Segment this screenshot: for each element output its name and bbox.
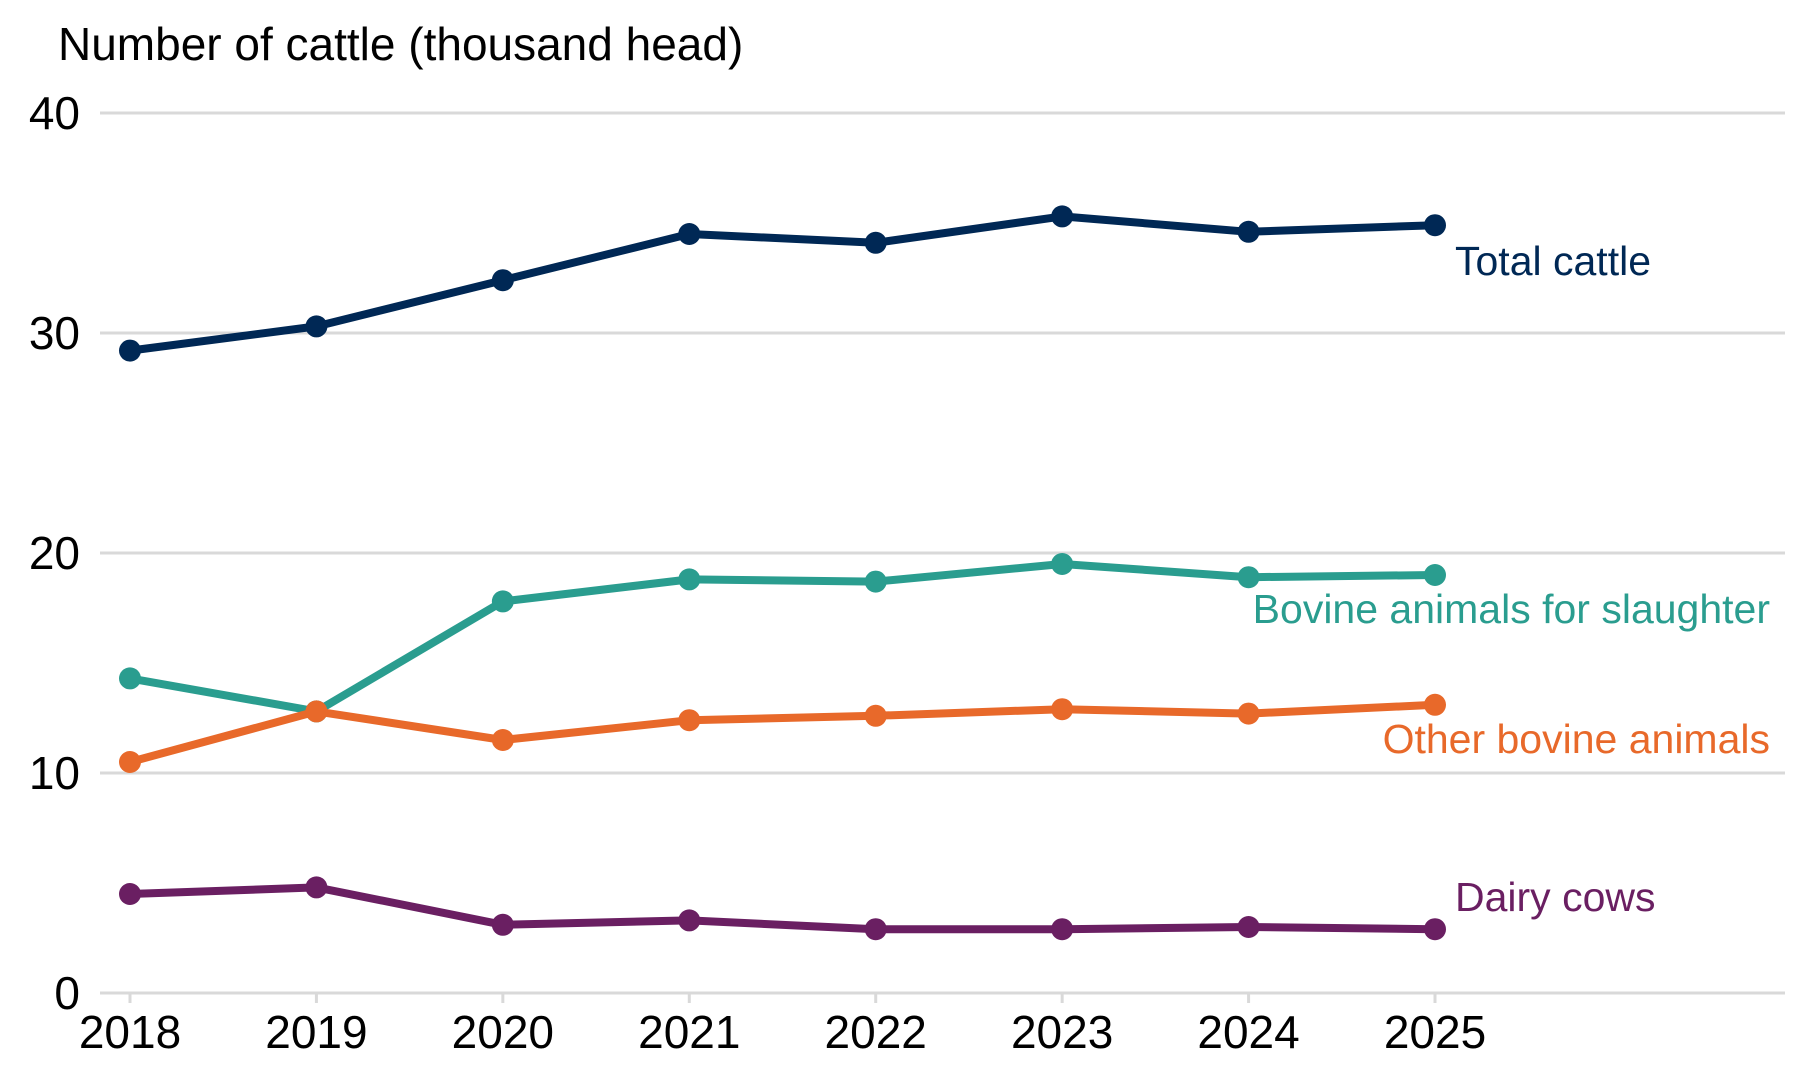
data-point bbox=[1051, 553, 1074, 575]
data-point bbox=[1237, 702, 1260, 725]
x-tick-label: 2023 bbox=[1011, 1006, 1113, 1058]
y-tick-label: 20 bbox=[29, 527, 80, 579]
series-line bbox=[126, 700, 1439, 766]
series-3 bbox=[119, 876, 1446, 941]
data-point bbox=[1237, 566, 1260, 589]
data-point bbox=[1051, 918, 1074, 941]
data-point bbox=[678, 568, 701, 591]
x-tick-label: 2024 bbox=[1197, 1006, 1299, 1058]
y-tick-label: 10 bbox=[29, 747, 80, 799]
data-point bbox=[119, 667, 141, 690]
x-tick-label: 2022 bbox=[825, 1006, 927, 1058]
series-0 bbox=[119, 205, 1446, 362]
y-tick-label: 40 bbox=[29, 87, 80, 139]
series-label: Total cattle bbox=[1455, 238, 1651, 284]
data-point bbox=[864, 918, 887, 941]
data-point bbox=[1424, 564, 1446, 586]
data-point bbox=[119, 751, 141, 773]
y-axis-ticks: 0 10 20 30 40 bbox=[29, 87, 80, 1019]
series-1 bbox=[119, 553, 1446, 723]
data-point bbox=[1051, 698, 1074, 721]
series-label: Bovine animals for slaughter bbox=[1253, 586, 1770, 632]
y-axis-title: Number of cattle (thousand head) bbox=[58, 18, 743, 70]
data-point bbox=[1424, 693, 1446, 716]
series-label: Other bovine animals bbox=[1383, 716, 1770, 762]
data-point bbox=[1237, 220, 1260, 243]
data-point bbox=[1424, 214, 1446, 237]
series-2 bbox=[119, 693, 1446, 773]
y-tick-label: 0 bbox=[54, 967, 80, 1019]
data-point bbox=[678, 909, 701, 932]
data-point bbox=[305, 700, 328, 723]
data-point bbox=[305, 315, 328, 338]
data-point bbox=[491, 913, 514, 936]
data-point bbox=[864, 570, 887, 593]
x-tick-label: 2021 bbox=[638, 1006, 740, 1058]
data-point bbox=[864, 231, 887, 254]
data-point bbox=[491, 729, 514, 751]
x-tick-label: 2019 bbox=[265, 1006, 367, 1058]
data-point bbox=[305, 876, 328, 899]
x-axis-ticks: 2018 2019 2020 2021 2022 2023 2024 2025 bbox=[79, 993, 1486, 1058]
data-point bbox=[119, 339, 141, 362]
series-label: Dairy cows bbox=[1455, 874, 1655, 920]
data-point bbox=[491, 590, 514, 613]
series-labels: Total cattle Bovine animals for slaughter… bbox=[1253, 238, 1770, 920]
data-point bbox=[1051, 205, 1074, 228]
data-point bbox=[1237, 916, 1260, 938]
series-line bbox=[126, 560, 1439, 716]
series-line bbox=[126, 883, 1439, 934]
data-point bbox=[119, 883, 141, 905]
x-tick-label: 2020 bbox=[452, 1006, 554, 1058]
data-point bbox=[864, 704, 887, 727]
data-point bbox=[678, 709, 701, 732]
x-tick-label: 2025 bbox=[1384, 1006, 1486, 1058]
data-point bbox=[1424, 918, 1446, 941]
series-line bbox=[126, 212, 1439, 355]
data-point bbox=[491, 269, 514, 292]
x-tick-label: 2018 bbox=[79, 1006, 181, 1058]
series-lines bbox=[119, 205, 1446, 941]
y-tick-label: 30 bbox=[29, 307, 80, 359]
gridlines bbox=[100, 111, 1785, 995]
data-point bbox=[678, 223, 701, 245]
